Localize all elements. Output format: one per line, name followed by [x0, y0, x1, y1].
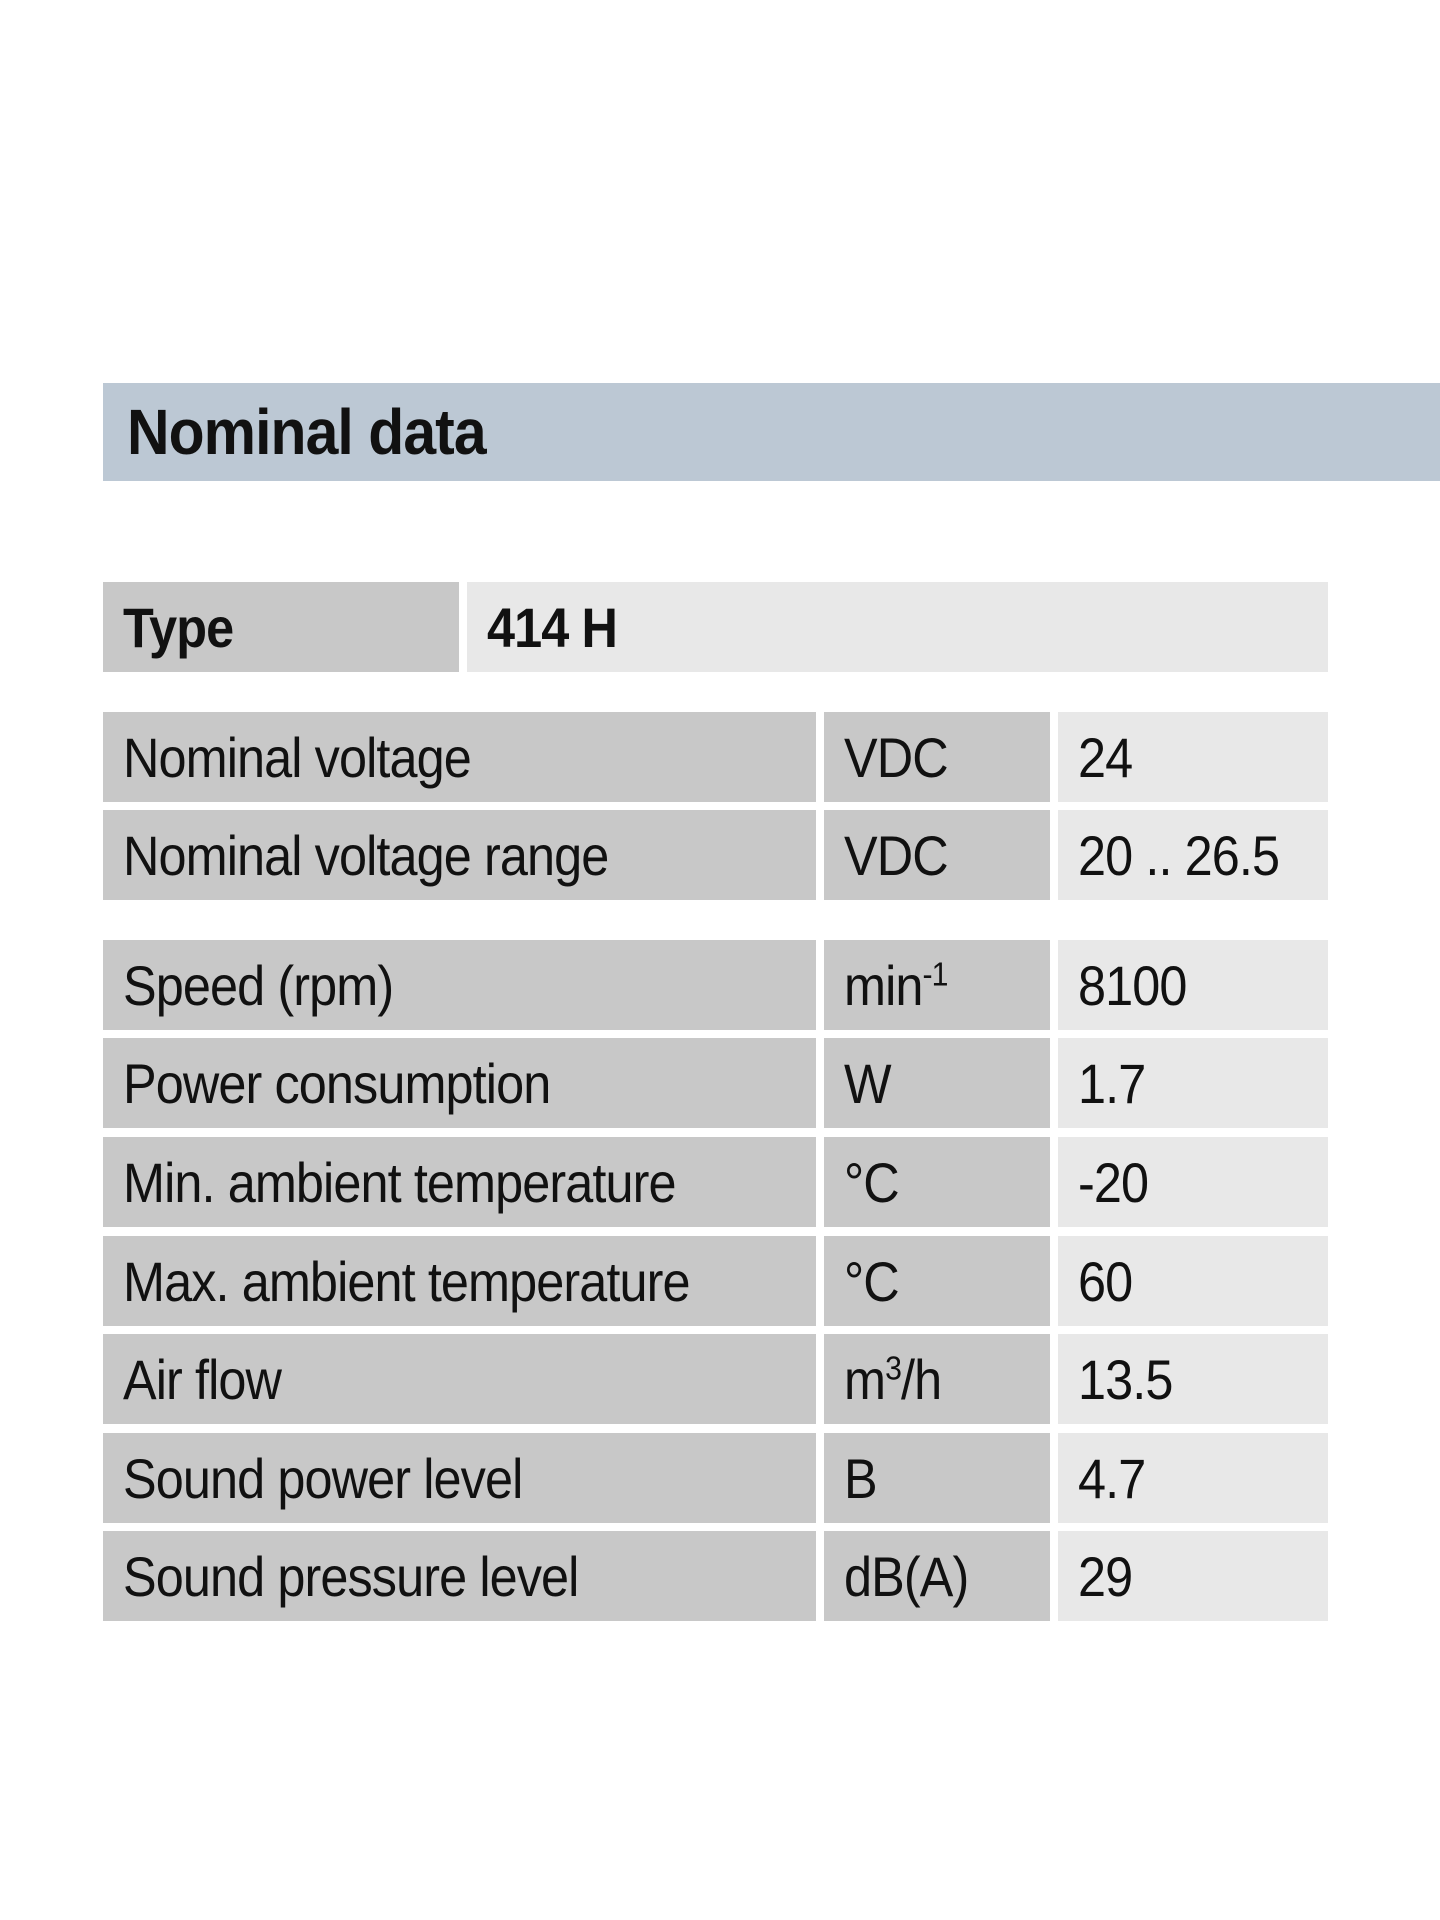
- row-unit: W: [844, 1051, 892, 1115]
- row-value-cell: 60: [1058, 1236, 1328, 1326]
- row-value-cell: 8100: [1058, 940, 1328, 1030]
- row-value-cell: -20: [1058, 1137, 1328, 1227]
- row-unit: min-1: [844, 953, 948, 1018]
- row-label-cell: Nominal voltage: [103, 712, 816, 802]
- table-row-speed: Speed (rpm) min-1 8100: [103, 940, 1328, 1030]
- section-title: Nominal data: [127, 396, 487, 468]
- row-value: 13.5: [1078, 1347, 1173, 1411]
- row-unit: m3/h: [844, 1347, 942, 1412]
- row-value: 60: [1078, 1249, 1133, 1313]
- row-label: Sound power level: [123, 1446, 523, 1510]
- row-unit: dB(A): [844, 1544, 969, 1608]
- row-unit: °C: [844, 1150, 900, 1214]
- table-row-power-consumption: Power consumption W 1.7: [103, 1038, 1328, 1128]
- table-row-min-ambient-temperature: Min. ambient temperature °C -20: [103, 1137, 1328, 1227]
- row-label-cell: Power consumption: [103, 1038, 816, 1128]
- row-label-cell: Air flow: [103, 1334, 816, 1424]
- row-unit: VDC: [844, 823, 949, 887]
- row-label-cell: Nominal voltage range: [103, 810, 816, 900]
- type-value-cell: 414 H: [467, 582, 1328, 672]
- row-unit-cell: °C: [824, 1236, 1050, 1326]
- table-row-nominal-voltage: Nominal voltage VDC 24: [103, 712, 1328, 802]
- row-label: Air flow: [123, 1347, 282, 1411]
- row-unit-cell: m3/h: [824, 1334, 1050, 1424]
- row-value: 4.7: [1078, 1446, 1146, 1510]
- type-value: 414 H: [487, 595, 618, 659]
- row-value-cell: 4.7: [1058, 1433, 1328, 1523]
- unit-tail: /h: [901, 1347, 942, 1411]
- row-label: Sound pressure level: [123, 1544, 579, 1608]
- type-row: Type 414 H: [103, 582, 1328, 672]
- type-label: Type: [123, 595, 234, 659]
- row-label-cell: Min. ambient temperature: [103, 1137, 816, 1227]
- row-unit: B: [844, 1446, 878, 1510]
- unit-base: m: [844, 1347, 886, 1411]
- unit-superscript: 3: [885, 1349, 902, 1387]
- row-unit-cell: VDC: [824, 712, 1050, 802]
- row-label-cell: Max. ambient temperature: [103, 1236, 816, 1326]
- row-unit-cell: VDC: [824, 810, 1050, 900]
- row-label: Max. ambient temperature: [123, 1249, 691, 1313]
- row-value-cell: 13.5: [1058, 1334, 1328, 1424]
- row-value: 8100: [1078, 953, 1187, 1017]
- row-label: Nominal voltage: [123, 725, 472, 789]
- row-unit: VDC: [844, 725, 949, 789]
- unit-base: min: [844, 953, 923, 1017]
- row-unit: °C: [844, 1249, 900, 1313]
- row-unit-cell: dB(A): [824, 1531, 1050, 1621]
- section-header: Nominal data: [103, 383, 1440, 481]
- row-value: 20 .. 26.5: [1078, 823, 1280, 887]
- row-label: Speed (rpm): [123, 953, 394, 1017]
- table-row-air-flow: Air flow m3/h 13.5: [103, 1334, 1328, 1424]
- type-label-cell: Type: [103, 582, 459, 672]
- table-row-max-ambient-temperature: Max. ambient temperature °C 60: [103, 1236, 1328, 1326]
- row-unit-cell: min-1: [824, 940, 1050, 1030]
- row-label: Power consumption: [123, 1051, 551, 1115]
- table-row-sound-power-level: Sound power level B 4.7: [103, 1433, 1328, 1523]
- row-value-cell: 20 .. 26.5: [1058, 810, 1328, 900]
- unit-superscript: -1: [922, 955, 949, 993]
- row-unit-cell: B: [824, 1433, 1050, 1523]
- row-label: Nominal voltage range: [123, 823, 609, 887]
- row-value-cell: 29: [1058, 1531, 1328, 1621]
- table-row-sound-pressure-level: Sound pressure level dB(A) 29: [103, 1531, 1328, 1621]
- row-label-cell: Sound power level: [103, 1433, 816, 1523]
- row-value-cell: 1.7: [1058, 1038, 1328, 1128]
- table-row-nominal-voltage-range: Nominal voltage range VDC 20 .. 26.5: [103, 810, 1328, 900]
- row-value: 24: [1078, 725, 1133, 789]
- row-label-cell: Sound pressure level: [103, 1531, 816, 1621]
- row-unit-cell: W: [824, 1038, 1050, 1128]
- row-label-cell: Speed (rpm): [103, 940, 816, 1030]
- row-value: 1.7: [1078, 1051, 1146, 1115]
- row-unit-cell: °C: [824, 1137, 1050, 1227]
- row-value-cell: 24: [1058, 712, 1328, 802]
- row-value: -20: [1078, 1150, 1149, 1214]
- row-value: 29: [1078, 1544, 1133, 1608]
- row-label: Min. ambient temperature: [123, 1150, 677, 1214]
